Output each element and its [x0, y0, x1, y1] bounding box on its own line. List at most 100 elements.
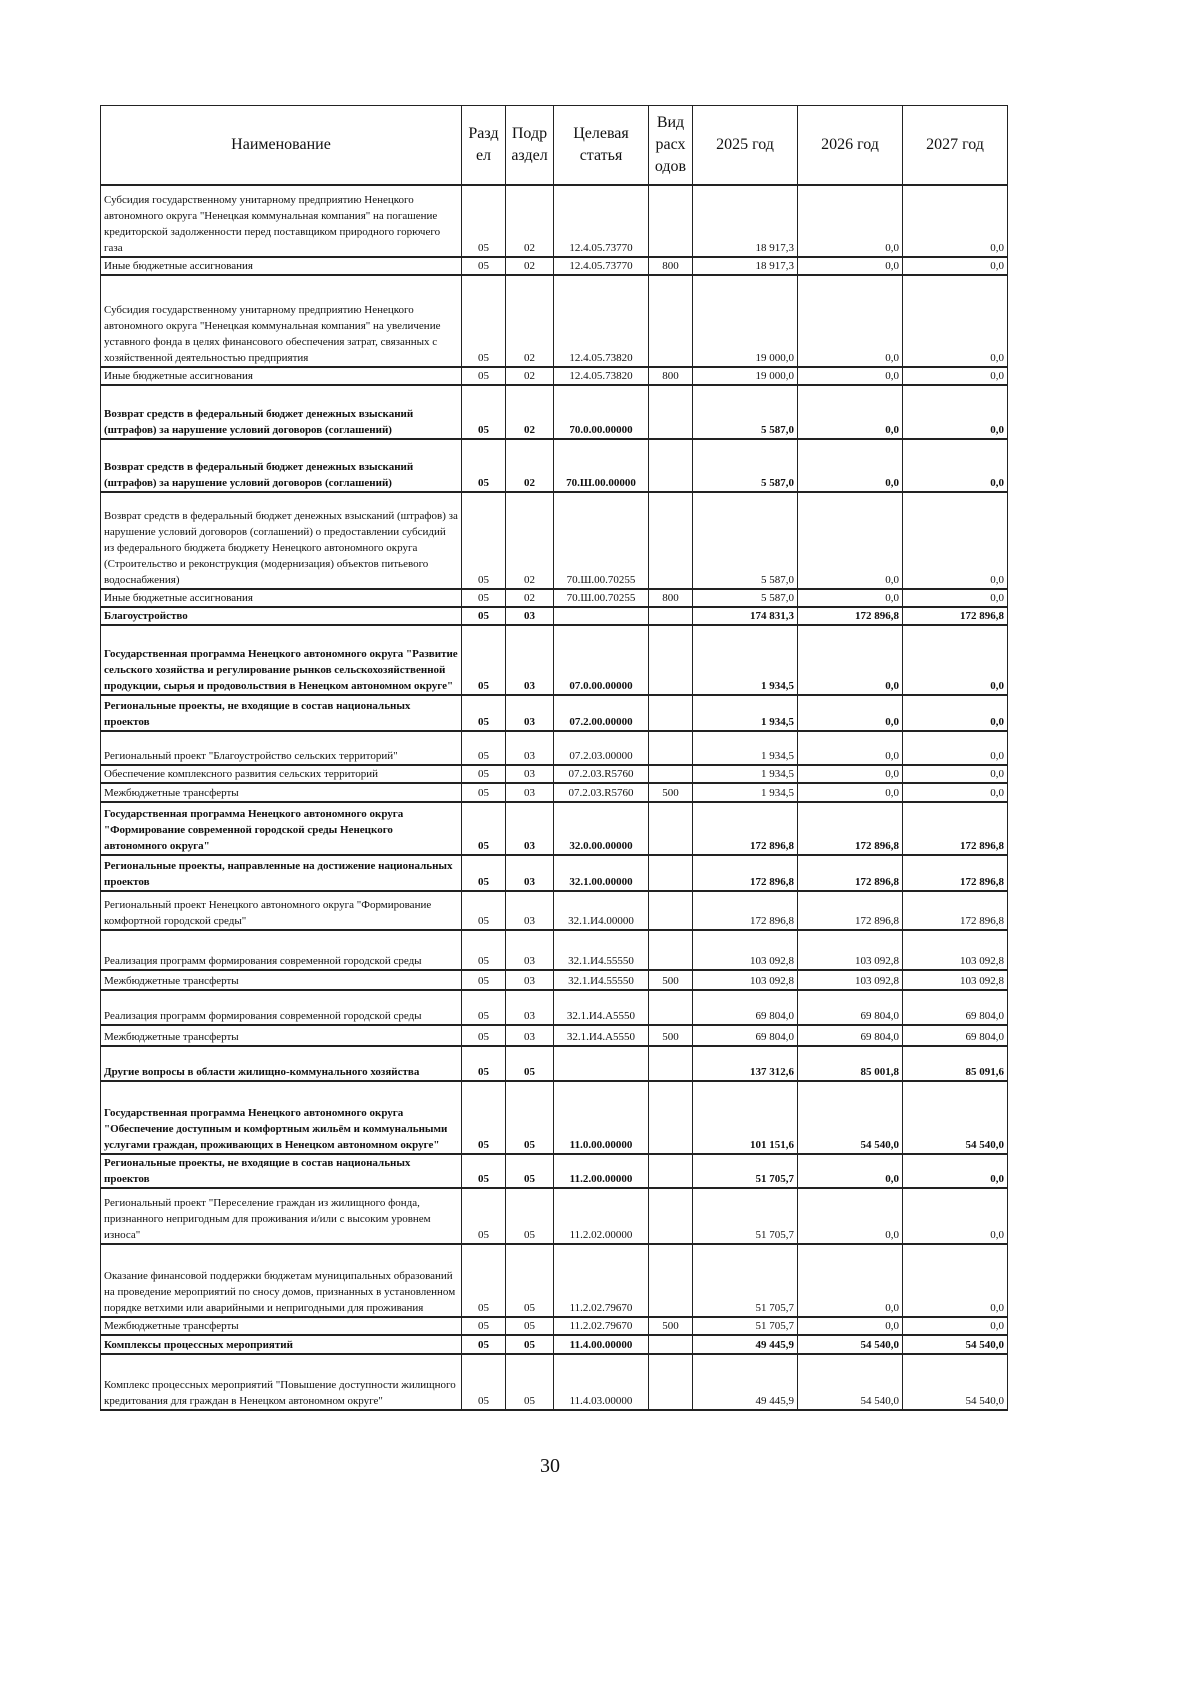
table-row: Комплексы процессных мероприятий 05 05 11.4… — [100, 1334, 1008, 1355]
row-vid — [648, 1353, 693, 1411]
row-razdel: 05 — [461, 1187, 506, 1245]
row-razdel: 05 — [461, 890, 506, 931]
table-row: Региональные проекты, не входящие в сост… — [100, 1153, 1008, 1189]
row-2025: 19 000,0 — [692, 366, 798, 386]
row-2027: 103 092,8 — [902, 929, 1008, 971]
row-2026: 69 804,0 — [797, 989, 903, 1026]
row-vid: 800 — [648, 588, 693, 608]
row-2025: 174 831,3 — [692, 606, 798, 626]
row-2027: 0,0 — [902, 1153, 1008, 1189]
row-razdel: 05 — [461, 989, 506, 1026]
row-razdel: 05 — [461, 366, 506, 386]
row-2025: 137 312,6 — [692, 1045, 798, 1082]
row-target: 11.2.02.00000 — [553, 1187, 649, 1245]
row-target: 32.1.00.00000 — [553, 854, 649, 892]
row-2025: 69 804,0 — [692, 989, 798, 1026]
row-vid — [648, 929, 693, 971]
row-podrazdel: 02 — [505, 184, 554, 258]
table-row: Межбюджетные трансферты 05 03 32.1.И4.А5550… — [100, 1024, 1008, 1047]
row-2025: 5 587,0 — [692, 491, 798, 590]
row-2026: 172 896,8 — [797, 854, 903, 892]
row-vid — [648, 184, 693, 258]
row-vid — [648, 1187, 693, 1245]
row-2027: 0,0 — [902, 782, 1008, 803]
row-2026: 0,0 — [797, 1316, 903, 1336]
row-razdel: 05 — [461, 438, 506, 493]
row-2027: 172 896,8 — [902, 854, 1008, 892]
row-podrazdel: 02 — [505, 256, 554, 276]
table-row: Межбюджетные трансферты 05 03 07.2.03.R5760… — [100, 782, 1008, 803]
table-row: Возврат средств в федеральный бюджет ден… — [100, 438, 1008, 493]
row-vid — [648, 1080, 693, 1155]
row-razdel: 05 — [461, 1334, 506, 1355]
row-2027: 69 804,0 — [902, 989, 1008, 1026]
row-target: 11.2.02.79670 — [553, 1316, 649, 1336]
row-razdel: 05 — [461, 1045, 506, 1082]
header-razdel: Раздел — [461, 105, 506, 186]
row-name: Региональный проект "Благоустройство сел… — [100, 730, 462, 766]
row-podrazdel: 02 — [505, 491, 554, 590]
table-row: Межбюджетные трансферты 05 03 32.1.И4.55550… — [100, 969, 1008, 991]
row-2025: 1 934,5 — [692, 764, 798, 784]
row-name: Межбюджетные трансферты — [100, 1024, 462, 1047]
table-row: Другие вопросы в области жилищно-коммуна… — [100, 1045, 1008, 1082]
row-2026: 0,0 — [797, 588, 903, 608]
row-target: 32.1.И4.00000 — [553, 890, 649, 931]
row-vid — [648, 624, 693, 696]
row-2027: 0,0 — [902, 764, 1008, 784]
row-2025: 19 000,0 — [692, 274, 798, 368]
row-razdel: 05 — [461, 256, 506, 276]
row-2026: 0,0 — [797, 624, 903, 696]
row-2025: 18 917,3 — [692, 256, 798, 276]
row-name: Реализация программ формирования совреме… — [100, 989, 462, 1026]
row-2026: 0,0 — [797, 274, 903, 368]
row-2025: 1 934,5 — [692, 730, 798, 766]
row-name: Региональный проект "Переселение граждан… — [100, 1187, 462, 1245]
row-2027: 0,0 — [902, 438, 1008, 493]
row-podrazdel: 03 — [505, 929, 554, 971]
row-2026: 172 896,8 — [797, 801, 903, 856]
row-name: Субсидия государственному унитарному пре… — [100, 274, 462, 368]
row-2025: 69 804,0 — [692, 1024, 798, 1047]
row-vid: 800 — [648, 256, 693, 276]
row-2027: 54 540,0 — [902, 1080, 1008, 1155]
row-podrazdel: 05 — [505, 1045, 554, 1082]
table-row: Региональные проекты, не входящие в сост… — [100, 694, 1008, 732]
row-vid — [648, 890, 693, 931]
table-row: Возврат средств в федеральный бюджет ден… — [100, 491, 1008, 590]
row-2027: 0,0 — [902, 256, 1008, 276]
row-target: 07.2.00.00000 — [553, 694, 649, 732]
table-row: Иные бюджетные ассигнования 05 02 70.Ш.00.7… — [100, 588, 1008, 608]
row-target: 11.2.00.00000 — [553, 1153, 649, 1189]
row-2026: 0,0 — [797, 1153, 903, 1189]
row-name: Региональные проекты, не входящие в сост… — [100, 694, 462, 732]
row-podrazdel: 05 — [505, 1153, 554, 1189]
row-podrazdel: 05 — [505, 1187, 554, 1245]
row-target — [553, 1045, 649, 1082]
row-target: 12.4.05.73770 — [553, 184, 649, 258]
row-2027: 0,0 — [902, 730, 1008, 766]
row-2027: 0,0 — [902, 1316, 1008, 1336]
row-name: Реализация программ формирования совреме… — [100, 929, 462, 971]
row-2025: 51 705,7 — [692, 1153, 798, 1189]
row-name: Благоустройство — [100, 606, 462, 626]
row-target: 70.Ш.00.00000 — [553, 438, 649, 493]
row-2026: 69 804,0 — [797, 1024, 903, 1047]
row-2025: 1 934,5 — [692, 624, 798, 696]
row-2025: 172 896,8 — [692, 801, 798, 856]
row-target: 70.0.00.00000 — [553, 384, 649, 440]
row-2026: 0,0 — [797, 764, 903, 784]
table-row: Комплекс процессных мероприятий "Повышен… — [100, 1353, 1008, 1411]
table-header-row: Наименование Раздел Подраздел Целевая ст… — [100, 105, 1008, 186]
row-podrazdel: 05 — [505, 1243, 554, 1318]
row-vid — [648, 854, 693, 892]
row-razdel: 05 — [461, 1316, 506, 1336]
row-2026: 85 001,8 — [797, 1045, 903, 1082]
table-row: Субсидия государственному унитарному пре… — [100, 184, 1008, 258]
row-2025: 49 445,9 — [692, 1334, 798, 1355]
table-row: Реализация программ формирования совреме… — [100, 929, 1008, 971]
row-name: Государственная программа Ненецкого авто… — [100, 624, 462, 696]
table-row: Региональный проект Ненецкого автономног… — [100, 890, 1008, 931]
row-name: Региональные проекты, направленные на до… — [100, 854, 462, 892]
row-2026: 54 540,0 — [797, 1334, 903, 1355]
